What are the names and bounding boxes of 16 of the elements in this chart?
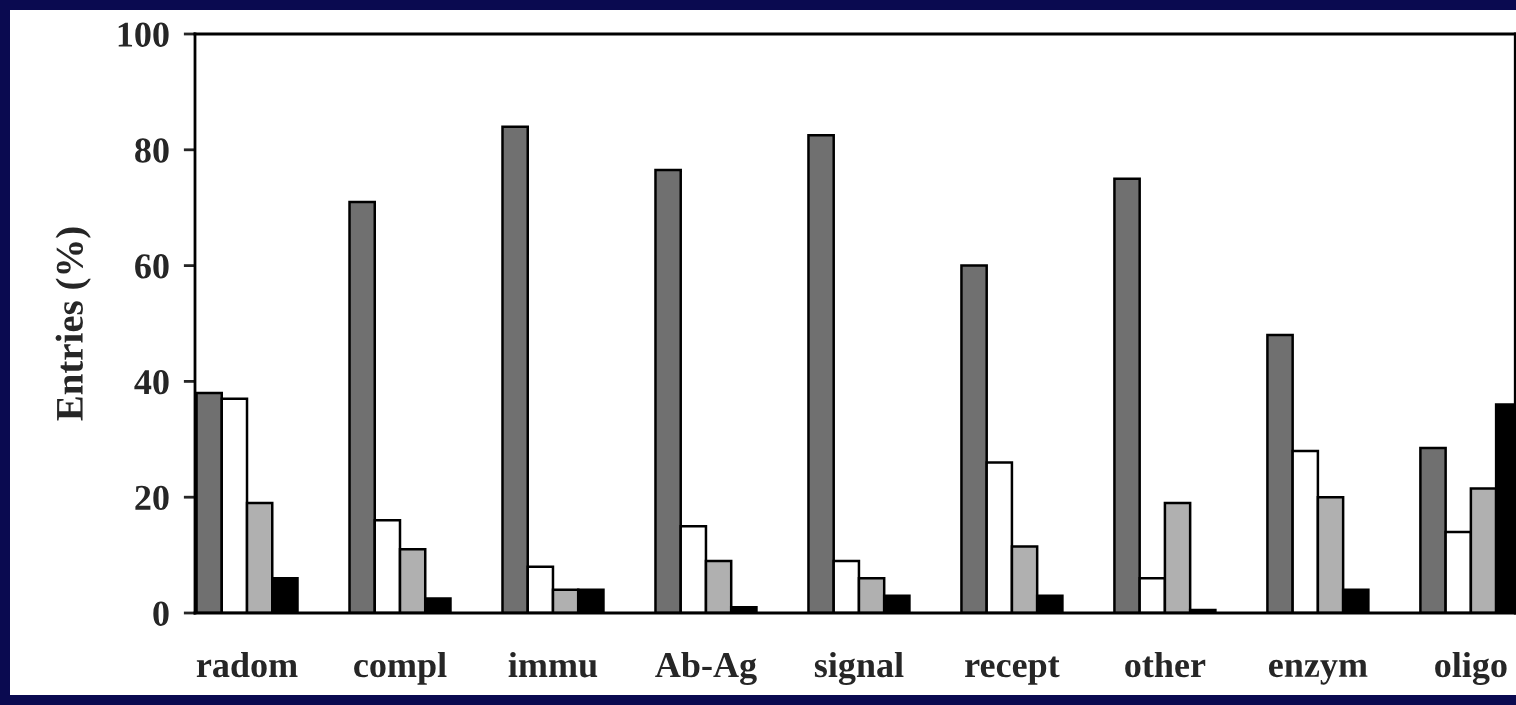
x-tick-label: other (1125, 651, 1206, 678)
x-tick-label: immu (508, 651, 598, 678)
x-tick-label: radom (196, 651, 298, 678)
x-tick-label: signal (814, 651, 904, 685)
x-tick-label: compl (354, 651, 447, 685)
x-tick-label: Ab-Ag (655, 651, 757, 685)
y-tick-label: 40 (134, 369, 169, 395)
y-tick-label: 60 (135, 254, 169, 279)
y-tick-label: 80 (135, 138, 169, 163)
y-axis-title: Entries (%) (55, 227, 91, 421)
x-tick-label: enzym (1268, 659, 1368, 685)
x-tick-label: oligo (1435, 651, 1507, 685)
y-tick-label: 100 (118, 22, 169, 47)
y-tick-label: 20 (135, 485, 169, 511)
x-tick-label: recept (965, 656, 1060, 685)
y-tick-label: 0 (153, 601, 169, 626)
